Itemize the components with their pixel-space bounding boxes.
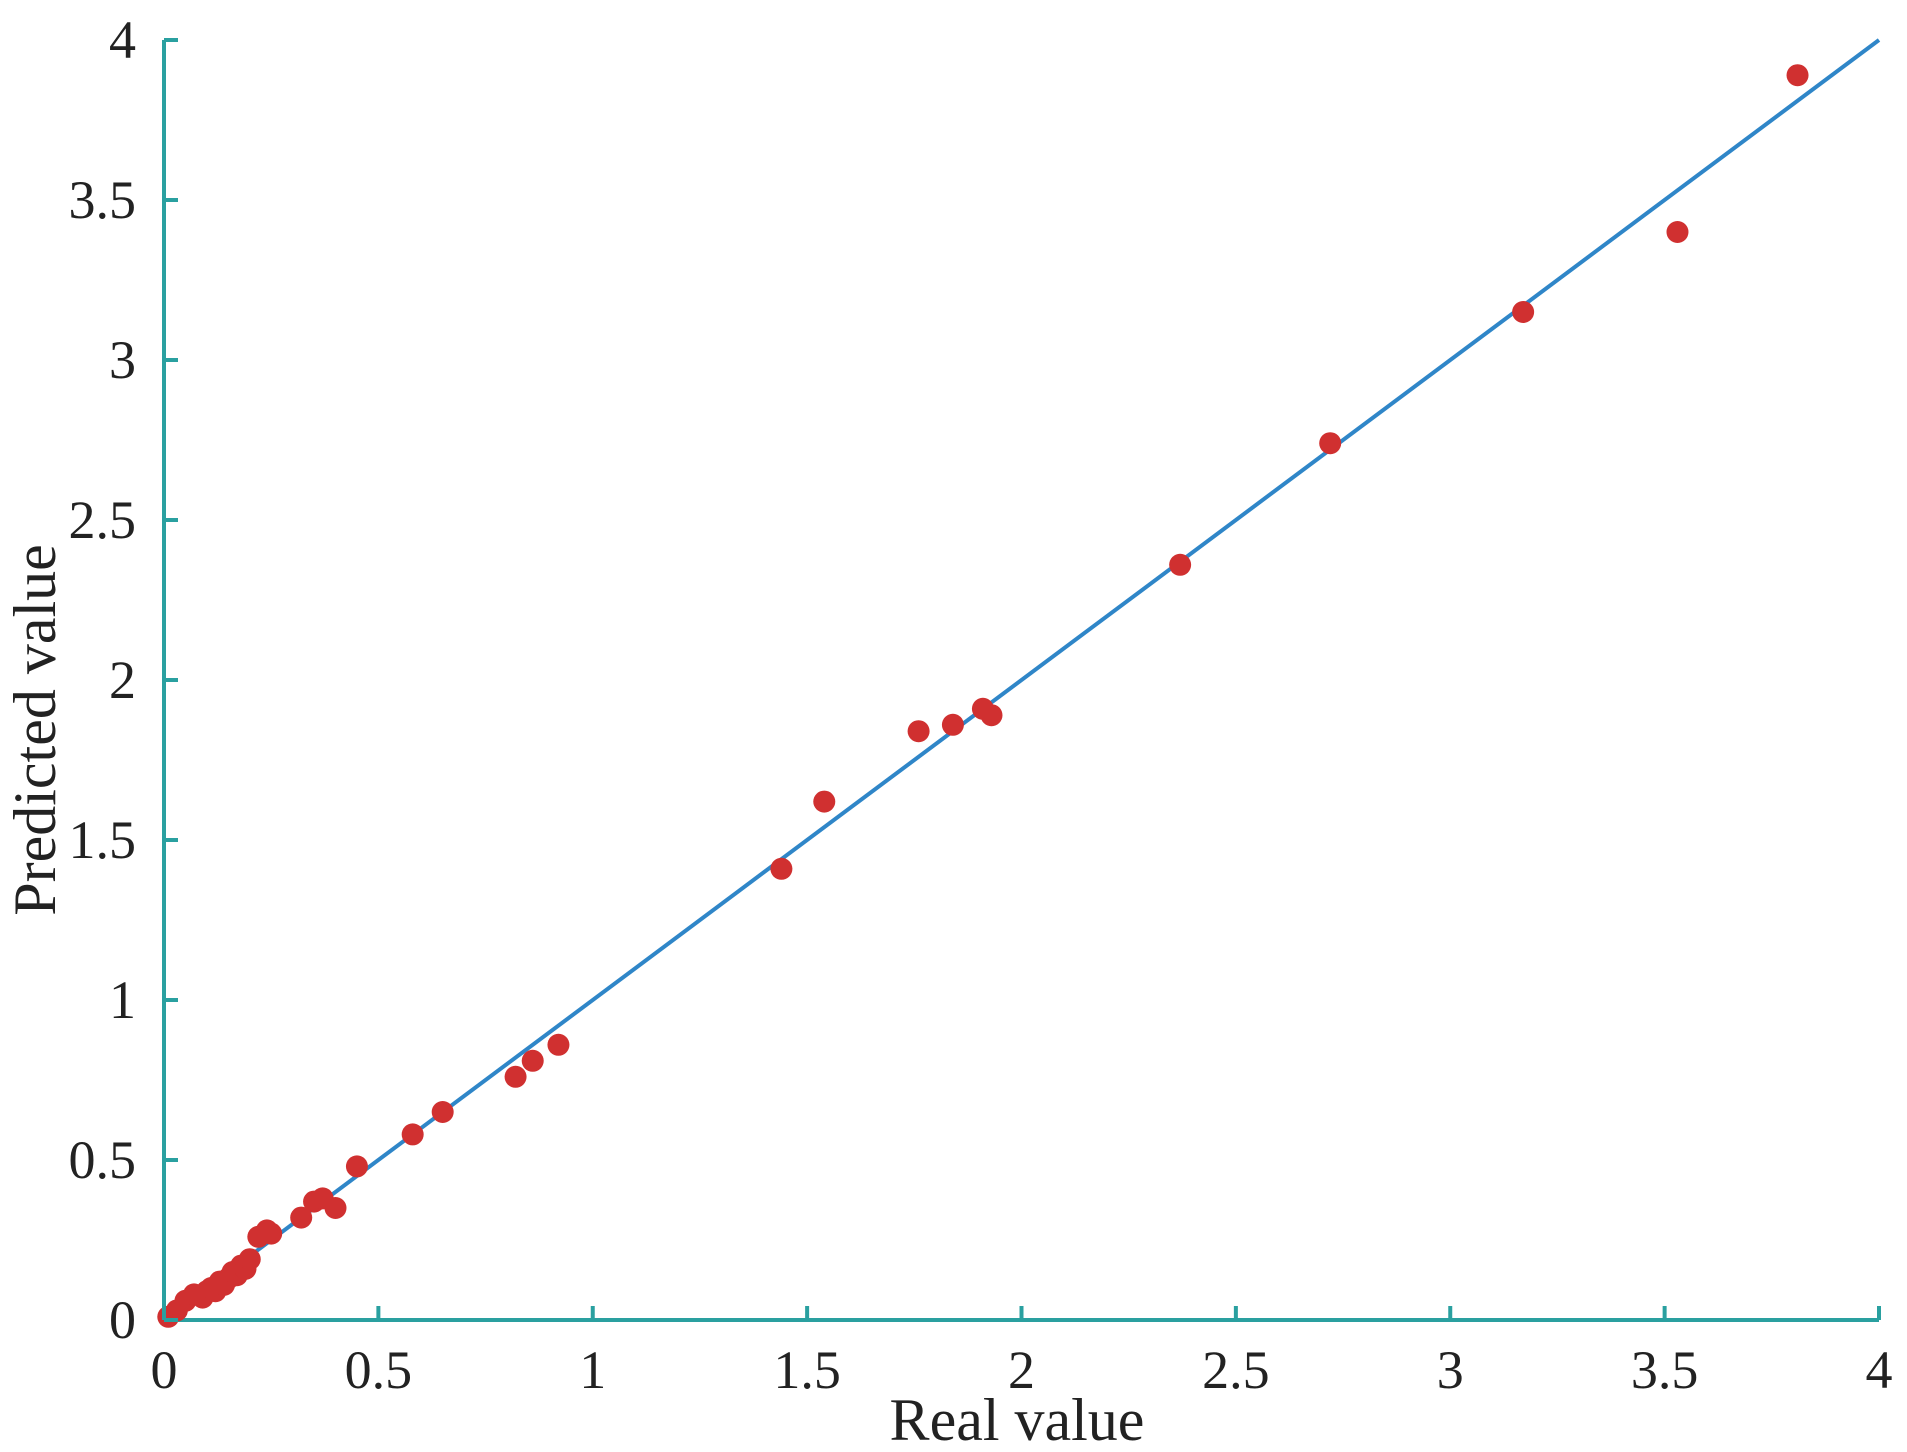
- x-tick-label: 0.5: [345, 1340, 413, 1400]
- data-point: [907, 720, 930, 743]
- data-point: [1169, 553, 1192, 576]
- x-tick-label: 3: [1437, 1340, 1464, 1400]
- x-tick-label: 1: [579, 1340, 606, 1400]
- data-point: [813, 790, 836, 813]
- data-point: [980, 704, 1003, 727]
- x-tick-label: 4: [1866, 1340, 1893, 1400]
- data-point: [238, 1248, 261, 1271]
- data-point: [431, 1101, 454, 1123]
- y-tick-label: 2: [109, 650, 136, 710]
- y-tick-label: 3: [109, 330, 136, 390]
- x-tick-label: 0: [151, 1340, 178, 1400]
- y-tick-label: 0.5: [69, 1130, 137, 1190]
- y-tick-label: 3.5: [69, 170, 137, 230]
- y-tick-label: 4: [109, 10, 136, 70]
- x-tick-label: 3.5: [1631, 1340, 1699, 1400]
- ticks-layer: 0 0.5 1 1.5 2 2.5 3 3.5 4 0 0.5 1 1.5 2 2.5 3 3.5 4: [69, 10, 1893, 1400]
- data-point: [547, 1033, 570, 1056]
- data-point: [290, 1206, 313, 1229]
- y-tick-label: 0: [109, 1290, 136, 1350]
- data-point: [770, 857, 793, 880]
- points-layer: [157, 64, 1809, 1328]
- data-point: [504, 1065, 527, 1088]
- data-point: [1319, 432, 1342, 455]
- y-tick-label: 1: [109, 970, 136, 1030]
- data-point: [1786, 64, 1809, 87]
- data-point: [324, 1197, 347, 1219]
- x-tick-label: 2: [1008, 1340, 1035, 1400]
- data-point: [1666, 221, 1689, 243]
- x-tick-label: 2.5: [1202, 1340, 1270, 1400]
- data-point: [1512, 301, 1535, 323]
- x-tick-label: 1.5: [773, 1340, 841, 1400]
- data-point: [401, 1123, 424, 1146]
- data-point: [521, 1049, 544, 1072]
- data-point: [941, 713, 964, 736]
- y-axis-title: Predicted value: [2, 544, 68, 916]
- y-tick-label: 1.5: [69, 810, 137, 870]
- x-axis-title: Real value: [890, 1387, 1145, 1452]
- data-point: [260, 1222, 283, 1245]
- y-tick-label: 2.5: [69, 490, 137, 550]
- data-point: [345, 1155, 368, 1178]
